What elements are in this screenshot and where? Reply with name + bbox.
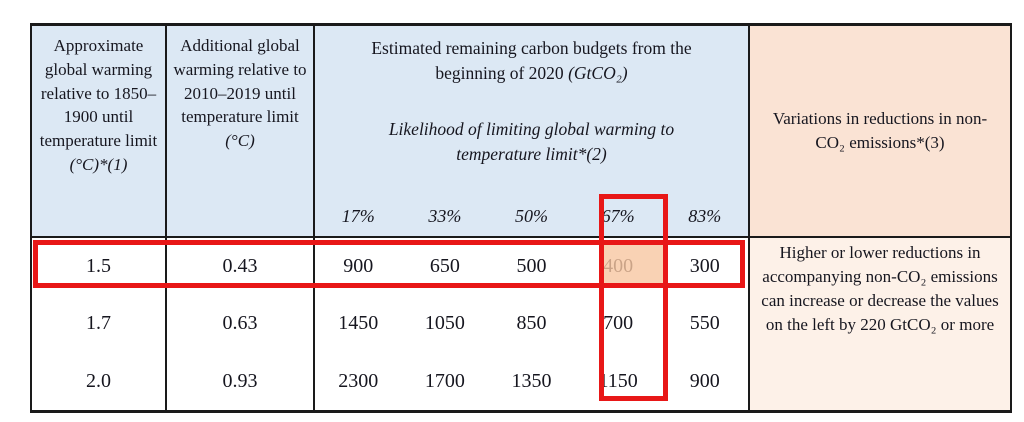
column-additional-warming-values: 0.43 0.63 0.93 <box>167 238 315 410</box>
header-additional-warming-text: Additional global warming relative to 20… <box>173 36 307 127</box>
cell-budget-r1-p33: 650 <box>429 255 460 278</box>
cell-budget-r2-p33: 1050 <box>424 312 465 335</box>
percent-header-33: 33% <box>428 205 462 226</box>
cell-warming-2: 1.7 <box>86 312 111 335</box>
carbon-budget-table: Approximate global warming relative to 1… <box>30 23 1012 413</box>
cell-budget-r3-p17: 2300 <box>338 369 379 392</box>
cell-budget-r3-p83: 900 <box>689 369 720 392</box>
carbon-budgets-unit: (GtCO₂) <box>568 62 628 83</box>
cell-warming-1: 1.5 <box>86 255 111 278</box>
cell-budget-r2-p67: 700 <box>603 312 634 335</box>
red-annotation-box-column-67 <box>599 194 668 401</box>
header-variations: Variations in reductions in non-CO₂ emis… <box>750 26 1010 238</box>
percent-header-50: 50% <box>514 205 548 226</box>
cell-budget-r1-p83: 300 <box>689 255 720 278</box>
cell-warming-3: 2.0 <box>86 369 111 392</box>
red-annotation-box-row-1.5 <box>33 240 745 288</box>
likelihood-subtitle: Likelihood of limiting global warming to… <box>388 119 675 164</box>
percent-header-row: 17% 33% 50% 67% 83% <box>315 204 748 229</box>
cell-budget-r3-p33: 1700 <box>424 369 465 392</box>
column-approximate-warming-values: 1.5 1.7 2.0 <box>32 238 167 410</box>
header-approximate-warming-unit: (°C)*(1) <box>69 154 128 174</box>
highlighted-400-cell-overlay <box>602 243 665 287</box>
variations-note: Higher or lower reductions in accompanyi… <box>750 238 1010 410</box>
cell-budget-r2-p83: 550 <box>689 312 720 335</box>
cell-budget-r2-p50: 850 <box>516 312 547 335</box>
percent-header-67: 67% <box>601 205 635 226</box>
header-additional-warming: Additional global warming relative to 20… <box>167 26 315 238</box>
carbon-budgets-title: Estimated remaining carbon budgets from … <box>371 38 692 83</box>
cell-additional-3: 0.93 <box>222 369 258 392</box>
header-carbon-budgets: Estimated remaining carbon budgets from … <box>315 26 750 238</box>
header-approximate-warming: Approximate global warming relative to 1… <box>32 26 167 238</box>
budget-values-grid: 900 650 500 400 300 1450 1050 850 700 55… <box>315 238 750 410</box>
cell-budget-r3-p50: 1350 <box>511 369 552 392</box>
header-approximate-warming-text: Approximate global warming relative to 1… <box>39 36 158 151</box>
cell-additional-1: 0.43 <box>222 255 258 278</box>
cell-additional-2: 0.63 <box>222 312 258 335</box>
cell-budget-r1-p17: 900 <box>343 255 374 278</box>
percent-header-17: 17% <box>341 205 375 226</box>
cell-budget-r2-p17: 1450 <box>338 312 379 335</box>
cell-budget-r1-p50: 500 <box>516 255 547 278</box>
header-additional-warming-unit: (°C) <box>225 131 255 151</box>
header-variations-text: Variations in reductions in non-CO₂ emis… <box>772 109 988 152</box>
percent-header-83: 83% <box>688 205 722 226</box>
cell-budget-r3-p67: 1150 <box>598 369 638 392</box>
